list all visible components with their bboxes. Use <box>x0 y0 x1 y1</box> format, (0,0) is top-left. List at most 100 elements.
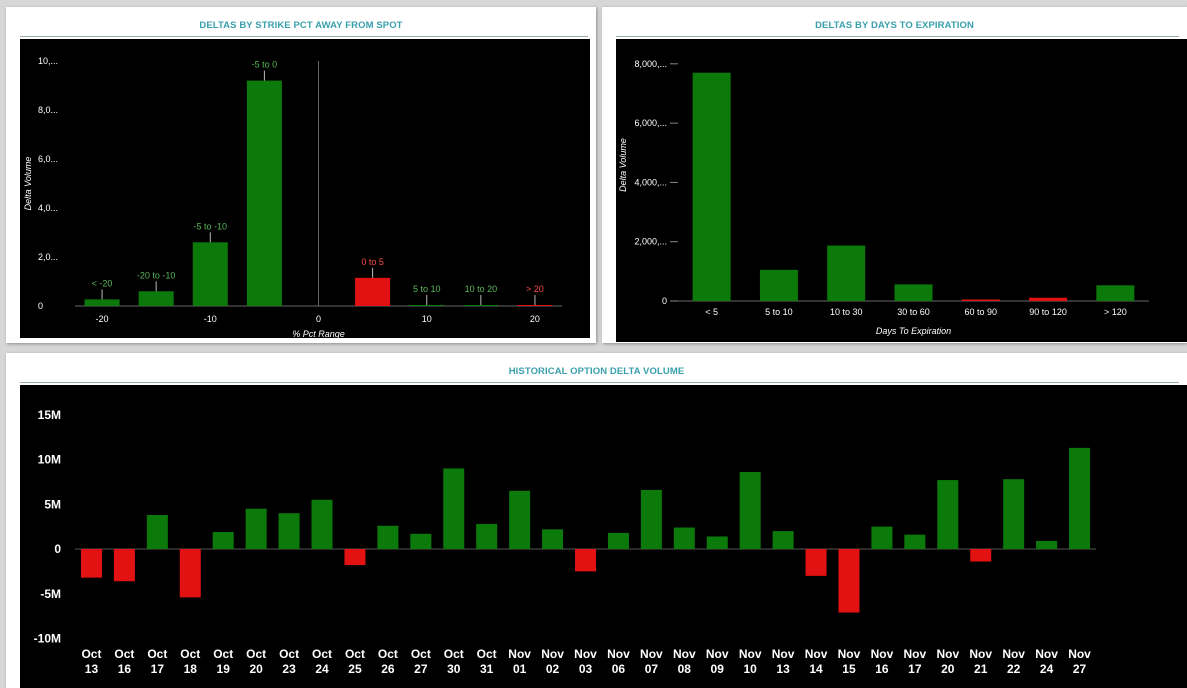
x-tick-day: 10 <box>743 662 757 676</box>
x-tick-label: 20 <box>530 314 540 324</box>
history-title-divider <box>20 382 1179 383</box>
x-tick-month: Nov <box>871 647 894 661</box>
x-tick-day: 15 <box>842 662 856 676</box>
bar <box>894 284 933 301</box>
x-tick-day: 17 <box>908 662 922 676</box>
x-tick-label: 10 to 30 <box>830 307 863 317</box>
bar <box>871 526 893 549</box>
x-tick-day: 16 <box>875 662 889 676</box>
x-tick-label: 0 <box>316 314 321 324</box>
bar-label: -5 to -10 <box>194 221 228 231</box>
x-tick-month: Oct <box>180 647 200 661</box>
strike-title-divider <box>20 36 588 37</box>
y-tick-label: 2,000,... <box>634 237 667 247</box>
history-chart: -10M-5M05M10M15MOct13Oct16Oct17Oct18Oct1… <box>34 408 1096 676</box>
x-tick-day: 16 <box>118 662 132 676</box>
x-tick-month: Nov <box>640 647 663 661</box>
x-tick-day: 23 <box>282 662 296 676</box>
bar <box>1036 540 1058 549</box>
bar <box>212 531 234 549</box>
x-tick-month: Nov <box>541 647 564 661</box>
x-tick-month: Nov <box>904 647 927 661</box>
strike-panel: DELTAS BY STRIKE PCT AWAY FROM SPOT 0 2,0… <box>6 7 596 343</box>
bar <box>311 499 333 549</box>
days-panel: DELTAS BY DAYS TO EXPIRATION 0 2,000,... 4… <box>602 7 1187 343</box>
bar <box>805 549 827 576</box>
bar <box>961 299 1000 301</box>
x-tick-day: 19 <box>217 662 231 676</box>
x-tick-day: 21 <box>974 662 988 676</box>
x-tick-day: 14 <box>809 662 823 676</box>
y-tick-label: -10M <box>34 632 61 646</box>
bar <box>113 549 135 582</box>
x-tick-month: Nov <box>574 647 597 661</box>
x-tick-month: Oct <box>312 647 332 661</box>
y-tick-label: 0 <box>54 542 61 556</box>
x-tick-month: Oct <box>411 647 431 661</box>
x-tick-month: Nov <box>508 647 531 661</box>
x-tick-day: 18 <box>184 662 198 676</box>
x-tick-day: 13 <box>776 662 790 676</box>
bar <box>1096 285 1135 301</box>
x-tick-day: 13 <box>85 662 99 676</box>
x-tick-day: 27 <box>1073 662 1087 676</box>
x-tick-month: Oct <box>378 647 398 661</box>
x-tick-month: Nov <box>838 647 861 661</box>
x-tick-label: < 5 <box>705 307 718 317</box>
x-tick-day: 02 <box>546 662 560 676</box>
x-tick-day: 09 <box>711 662 725 676</box>
y-tick-label: -5M <box>40 587 61 601</box>
x-tick-month: Nov <box>1068 647 1091 661</box>
bar <box>937 480 959 549</box>
bar <box>673 527 695 549</box>
x-tick-day: 31 <box>480 662 494 676</box>
y-tick-label: 10,... <box>38 56 58 66</box>
y-tick-label: 0 <box>38 301 43 311</box>
x-tick-month: Oct <box>147 647 167 661</box>
bar <box>80 549 102 578</box>
x-tick-month: Oct <box>477 647 497 661</box>
x-tick-label: 5 to 10 <box>765 307 793 317</box>
bar <box>1029 297 1068 301</box>
bar <box>607 532 629 549</box>
bar <box>838 549 860 613</box>
bar <box>1069 447 1091 549</box>
bar <box>542 529 564 549</box>
x-tick-day: 20 <box>249 662 263 676</box>
bar <box>409 305 445 306</box>
y-tick-label: 15M <box>38 408 61 422</box>
bar <box>463 305 499 306</box>
x-axis-title: Days To Expiration <box>876 326 951 336</box>
days-plot-area: 0 2,000,... 4,000,... 6,000,... 8,000,... < 5… <box>616 39 1187 342</box>
y-tick-label: 8,000,... <box>634 59 667 69</box>
x-tick-label: 60 to 90 <box>965 307 998 317</box>
x-tick-month: Nov <box>1035 647 1058 661</box>
bar-label: -5 to 0 <box>252 60 278 70</box>
bar <box>759 269 798 301</box>
x-tick-day: 01 <box>513 662 527 676</box>
x-tick-day: 22 <box>1007 662 1021 676</box>
bar <box>476 523 498 549</box>
bar-label: 10 to 20 <box>465 284 498 294</box>
x-tick-month: Nov <box>1002 647 1025 661</box>
bar <box>410 533 432 549</box>
bar <box>692 72 731 301</box>
x-tick-month: Oct <box>345 647 365 661</box>
x-tick-day: 06 <box>612 662 626 676</box>
y-tick-label: 8,0... <box>38 105 58 115</box>
y-tick-label: 5M <box>44 497 61 511</box>
bar-label: 5 to 10 <box>413 284 441 294</box>
strike-panel-title: DELTAS BY STRIKE PCT AWAY FROM SPOT <box>199 20 403 31</box>
y-tick-label: 2,0... <box>38 252 58 262</box>
x-tick-label: -10 <box>204 314 217 324</box>
bar <box>377 525 399 549</box>
bar <box>179 549 201 598</box>
x-tick-month: Nov <box>739 647 762 661</box>
bar <box>517 305 553 306</box>
x-tick-month: Nov <box>673 647 696 661</box>
x-tick-month: Oct <box>444 647 464 661</box>
x-tick-day: 20 <box>941 662 955 676</box>
bar-label: > 20 <box>526 284 544 294</box>
x-tick-day: 27 <box>414 662 428 676</box>
bar <box>904 534 926 549</box>
